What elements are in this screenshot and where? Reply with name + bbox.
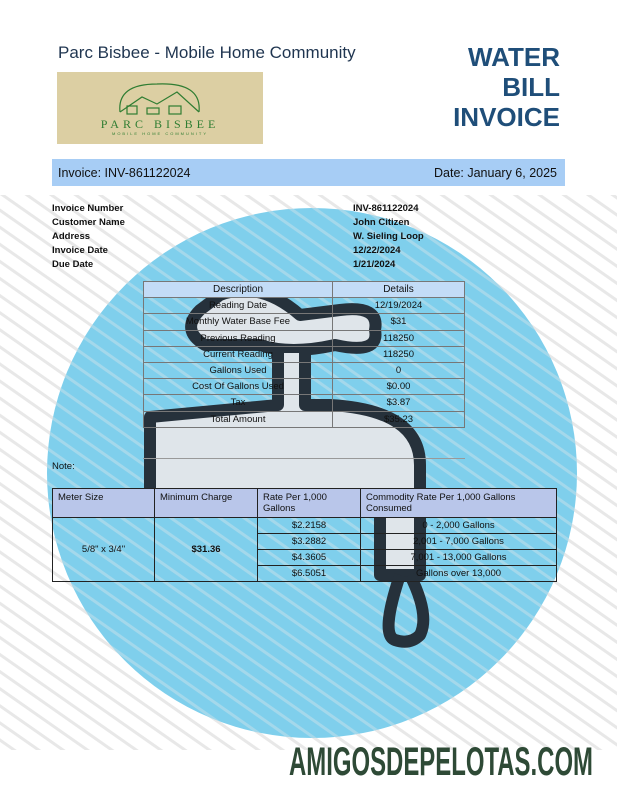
table-cell: Cost Of Gallons Used	[143, 378, 333, 396]
table-row: Cost Of Gallons Used $0.00	[143, 378, 465, 396]
table-cell: 2,001 - 7,000 Gallons	[360, 533, 557, 550]
table-row: Gallons Used 0	[143, 361, 465, 380]
table-cell: Current Reading	[143, 345, 333, 363]
table-cell: $6.5051	[257, 565, 361, 582]
company-name: Parc Bisbee - Mobile Home Community	[58, 43, 356, 62]
company-logo: PARC BISBEE MOBILE HOME COMMUNITY	[57, 72, 263, 144]
table-row: Tax $3.87	[143, 394, 465, 412]
info-label: Invoice Number	[52, 203, 124, 214]
column-header: Minimum Charge	[154, 488, 258, 518]
table-row: Previous Reading 118250	[143, 329, 465, 347]
table-cell: 0 - 2,000 Gallons	[360, 517, 557, 534]
table-row: Reading Date 12/19/2024	[143, 297, 465, 315]
info-value: 12/22/2024	[353, 245, 401, 256]
info-value: INV-861122024	[353, 203, 419, 214]
table-row: Total Amount $35.23	[143, 410, 465, 428]
details-table: Description Details Reading Date 12/19/202…	[143, 280, 465, 428]
table-cell: Previous Reading	[143, 329, 333, 347]
table-cell: $31	[332, 313, 465, 331]
table-cell: $0.00	[332, 378, 465, 396]
info-value: W. Sieling Loop	[353, 231, 424, 242]
note-label: Note:	[52, 461, 75, 472]
table-cell: 0	[332, 361, 465, 380]
table-cell: Gallons Used	[143, 361, 333, 380]
invoice-date-label: Date: January 6, 2025	[434, 165, 557, 180]
column-header: Details	[332, 280, 465, 299]
info-label: Customer Name	[52, 217, 125, 228]
watermark: AMIGOSDEPELOTAS.COM	[289, 740, 593, 780]
table-cell: $35.23	[332, 410, 465, 428]
table-cell: Reading Date	[143, 297, 333, 315]
column-header: Meter Size	[52, 488, 155, 518]
info-values: INV-861122024 John Citizen W. Sieling Lo…	[353, 202, 424, 272]
table-cell: Monthly Water Base Fee	[143, 313, 333, 331]
minimum-charge-cell: $31.36	[154, 517, 258, 582]
info-labels: Invoice Number Customer Name Address Inv…	[52, 202, 125, 272]
table-cell: 118250	[332, 329, 465, 347]
rate-table: Meter Size Minimum Charge Rate Per 1,000…	[52, 488, 557, 582]
info-label: Invoice Date	[52, 245, 108, 256]
divider	[143, 458, 465, 459]
logo-subtext: MOBILE HOME COMMUNITY	[112, 131, 208, 136]
invoice-number-label: Invoice: INV-861122024	[58, 165, 191, 180]
column-header: Rate Per 1,000 Gallons	[257, 488, 361, 518]
title-line: BILL	[502, 72, 560, 102]
meter-size-cell: 5/8" x 3/4"	[52, 517, 155, 582]
table-cell: Gallons over 13,000	[360, 565, 557, 582]
table-cell: $3.2882	[257, 533, 361, 550]
table-cell: $3.87	[332, 394, 465, 412]
table-cell: $4.3605	[257, 549, 361, 566]
table-row: $3.2882 2,001 - 7,000 Gallons	[53, 533, 557, 550]
table-cell: Total Amount	[143, 410, 333, 428]
column-header: Commodity Rate Per 1,000 Gallons Consume…	[360, 488, 557, 518]
table-row: $6.5051 Gallons over 13,000	[53, 565, 557, 582]
title-line: INVOICE	[453, 102, 560, 132]
table-row: 5/8" x 3/4" $31.36 $2.2158 0 - 2,000 Gallon…	[52, 517, 557, 582]
column-header: Description	[143, 280, 333, 299]
info-value: John Citizen	[353, 217, 410, 228]
table-cell: 12/19/2024	[332, 297, 465, 315]
table-row: Monthly Water Base Fee $31	[143, 313, 465, 331]
table-cell: 118250	[332, 345, 465, 363]
table-cell: 7,001 - 13,000 Gallons	[360, 549, 557, 566]
table-cell: $2.2158	[257, 517, 361, 534]
info-label: Due Date	[52, 259, 94, 270]
title-line: WATER	[468, 42, 560, 72]
table-row: Current Reading 118250	[143, 345, 465, 363]
logo-text: PARC BISBEE	[101, 117, 220, 131]
info-label: Address	[52, 231, 91, 242]
faucet-background-graphic	[0, 195, 617, 750]
table-cell: Tax	[143, 394, 333, 412]
info-value: 1/21/2024	[353, 259, 396, 270]
watermark-text: AMIGOSDEPELOTAS.COM	[289, 740, 593, 780]
invoice-band: Invoice: INV-861122024 Date: January 6, …	[52, 159, 565, 186]
document-title: WATER BILL INVOICE	[453, 42, 560, 132]
